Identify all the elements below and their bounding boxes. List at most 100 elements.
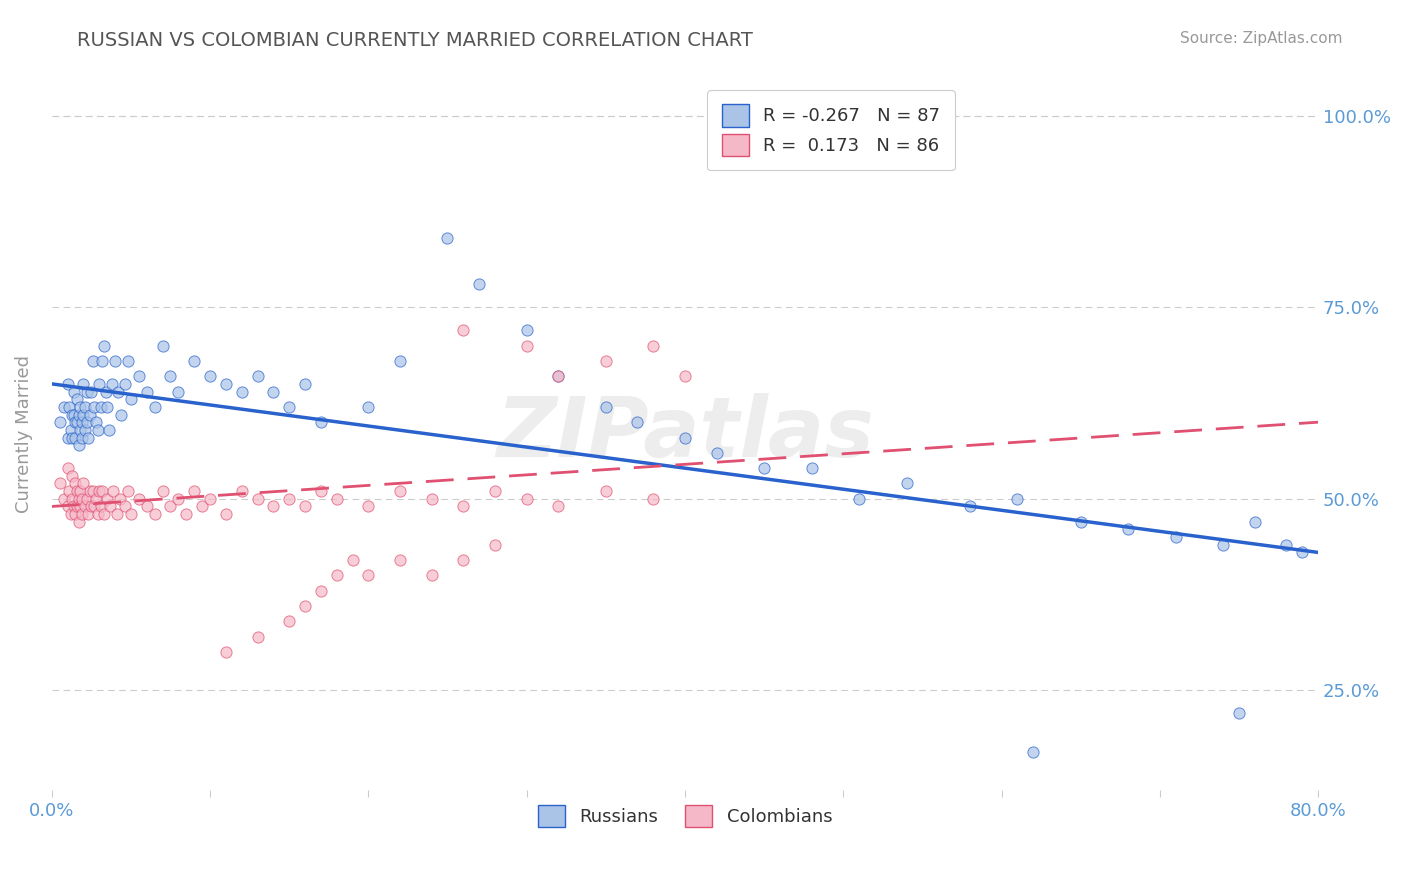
Point (56, 500, 79, 514)
Point (79, 484, 101, 499)
Point (128, 369, 150, 384)
Point (65, 430, 87, 444)
Point (77, 507, 100, 521)
Point (72, 408, 94, 422)
Point (105, 507, 128, 521)
Point (48, 415, 70, 429)
Point (516, 323, 538, 337)
Point (388, 354, 411, 368)
Point (262, 384, 284, 399)
Point (1070, 515, 1092, 529)
Point (91, 484, 114, 499)
Point (1164, 530, 1187, 544)
Point (215, 507, 238, 521)
Point (117, 484, 139, 499)
Point (73, 400, 96, 414)
Point (453, 323, 475, 337)
Point (1291, 545, 1313, 559)
Point (53, 491, 76, 506)
Point (294, 500, 316, 514)
Point (278, 400, 301, 414)
Point (468, 277, 491, 292)
Point (67, 438, 90, 452)
Point (76, 415, 98, 429)
Point (484, 484, 506, 499)
Point (1227, 706, 1250, 721)
Point (90, 500, 112, 514)
Point (69, 423, 91, 437)
Point (453, 500, 475, 514)
Point (84, 491, 107, 506)
Point (752, 461, 775, 475)
Point (69, 400, 91, 414)
Point (70, 507, 93, 521)
Point (56, 430, 79, 444)
Point (246, 369, 269, 384)
Point (90, 400, 112, 414)
Point (84, 415, 107, 429)
Point (108, 491, 131, 506)
Point (547, 500, 569, 514)
Point (80, 384, 103, 399)
Point (135, 384, 157, 399)
Point (114, 376, 136, 391)
Point (65, 507, 87, 521)
Point (104, 354, 127, 368)
Point (325, 491, 347, 506)
Point (1212, 538, 1234, 552)
Point (67, 408, 90, 422)
Point (60, 468, 83, 483)
Point (183, 354, 205, 368)
Point (159, 369, 181, 384)
Point (176, 507, 198, 521)
Point (91, 354, 114, 368)
Point (70, 415, 93, 429)
Point (453, 553, 475, 567)
Point (86, 423, 108, 437)
Y-axis label: Currently Married: Currently Married (15, 355, 32, 513)
Point (848, 491, 870, 506)
Point (97, 423, 120, 437)
Point (98, 500, 121, 514)
Point (595, 354, 617, 368)
Point (198, 491, 221, 506)
Point (82, 484, 104, 499)
Point (215, 376, 238, 391)
Point (325, 568, 347, 582)
Point (93, 338, 115, 352)
Point (436, 231, 458, 245)
Point (246, 630, 269, 644)
Point (120, 392, 142, 407)
Point (103, 484, 125, 499)
Point (117, 354, 139, 368)
Point (63, 500, 86, 514)
Point (66, 500, 89, 514)
Point (59, 507, 82, 521)
Point (262, 500, 284, 514)
Point (72, 476, 94, 491)
Point (420, 568, 443, 582)
Point (1007, 491, 1029, 506)
Point (65, 476, 87, 491)
Point (643, 491, 665, 506)
Legend: Russians, Colombians: Russians, Colombians (530, 797, 839, 834)
Point (309, 484, 332, 499)
Point (420, 491, 443, 506)
Point (110, 408, 132, 422)
Point (959, 500, 981, 514)
Point (60, 408, 83, 422)
Point (215, 645, 238, 659)
Point (183, 484, 205, 499)
Point (83, 500, 105, 514)
Point (93, 507, 115, 521)
Point (357, 500, 380, 514)
Point (673, 369, 696, 384)
Point (86, 507, 108, 521)
Point (56, 376, 79, 391)
Point (159, 500, 181, 514)
Point (152, 484, 174, 499)
Point (63, 384, 86, 399)
Point (96, 400, 118, 414)
Point (101, 376, 124, 391)
Point (73, 500, 96, 514)
